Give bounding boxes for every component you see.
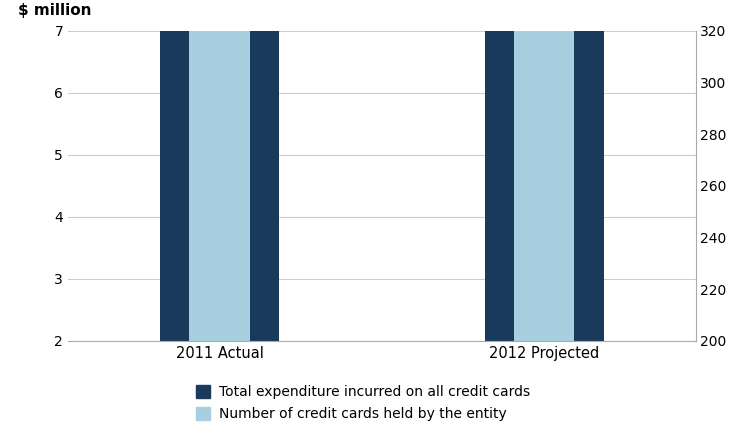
Bar [514, 0, 575, 341]
Bar [189, 0, 249, 341]
Bar [160, 0, 279, 341]
Text: $ million: $ million [18, 3, 91, 18]
Bar [485, 0, 603, 341]
Legend: Total expenditure incurred on all credit cards, Number of credit cards held by t: Total expenditure incurred on all credit… [191, 380, 535, 427]
